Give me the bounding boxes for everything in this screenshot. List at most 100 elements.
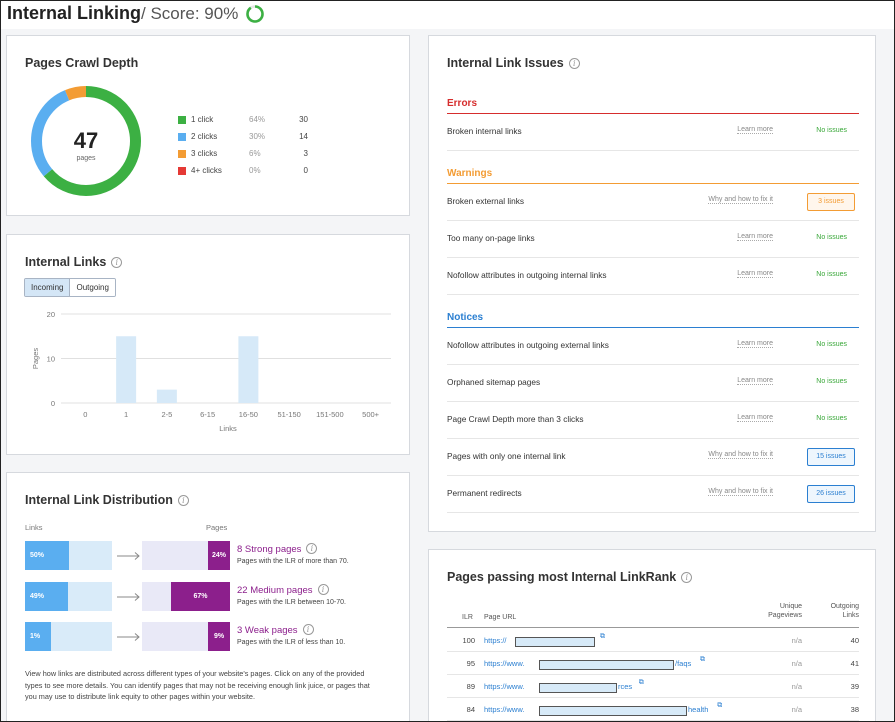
linkrank-title-text: Pages passing most Internal LinkRank: [447, 570, 677, 584]
col-views-line2: Pageviews: [768, 612, 802, 619]
redacted-url: [539, 660, 674, 670]
links-share-bar[interactable]: 49%: [25, 582, 112, 611]
issue-row[interactable]: Permanent redirects Why and how to fix i…: [447, 476, 859, 513]
links-share-bar[interactable]: 1%: [25, 622, 112, 651]
external-link-icon[interactable]: ⧉: [717, 702, 723, 709]
ilr-value: 84: [466, 705, 475, 714]
outgoing-links-value: 38: [850, 705, 859, 714]
col-outgoing-links[interactable]: Outgoing Links: [805, 602, 859, 620]
pageviews-value: n/a: [791, 705, 802, 714]
legend-count: 30: [299, 115, 308, 124]
col-views-line1: Unique: [779, 603, 802, 610]
outgoing-links-value: 41: [850, 659, 859, 668]
external-link-icon[interactable]: ⧉: [600, 633, 605, 640]
issue-help-link[interactable]: Learn more: [737, 414, 773, 422]
issue-help-link[interactable]: Learn more: [737, 233, 773, 241]
page-url-link[interactable]: https://www.: [484, 682, 525, 691]
page-group-description: Pages with the ILR between 10-70.: [237, 599, 346, 606]
page-group-link[interactable]: 8 Strong pages i: [237, 543, 318, 555]
ilr-value: 95: [466, 659, 475, 668]
issue-row[interactable]: Nofollow attributes in outgoing external…: [447, 328, 859, 365]
score-ring-icon: [246, 5, 264, 23]
pages-share-bar[interactable]: 9%: [142, 622, 230, 651]
issue-help-link[interactable]: Why and how to fix it: [708, 488, 773, 496]
pages-share-bar[interactable]: 24%: [142, 541, 230, 570]
donut-slice-2-clicks[interactable]: [31, 86, 141, 196]
x-tick-label: 0: [83, 410, 87, 419]
page-group-link[interactable]: 3 Weak pages i: [237, 624, 314, 636]
legend-swatch: [178, 167, 186, 175]
page-url-suffix[interactable]: /faqs: [675, 659, 692, 668]
links-share-bar[interactable]: 50%: [25, 541, 112, 570]
links-direction-toggle: Incoming Outgoing: [24, 278, 116, 297]
pages-share-fill: 9%: [208, 622, 230, 651]
external-link-icon[interactable]: ⧉: [638, 679, 644, 686]
info-icon[interactable]: i: [306, 543, 318, 554]
dist-links-header: Links: [25, 523, 43, 532]
issue-name: Permanent redirects: [447, 488, 522, 498]
info-icon[interactable]: i: [317, 584, 329, 595]
issue-help-link[interactable]: Why and how to fix it: [708, 196, 773, 204]
legend-percent: 6%: [249, 149, 261, 158]
external-link-icon[interactable]: ⧉: [700, 656, 705, 663]
legend-label: 2 clicks: [191, 132, 218, 141]
row-divider: [447, 720, 859, 721]
col-unique-pageviews[interactable]: Unique Pageviews: [747, 602, 802, 620]
bar[interactable]: [116, 336, 137, 403]
issues-count-badge[interactable]: 3 issues: [807, 193, 855, 211]
page-url-suffix[interactable]: rces: [618, 682, 633, 691]
info-icon[interactable]: i: [111, 257, 123, 268]
issue-row[interactable]: Nofollow attributes in outgoing internal…: [447, 258, 859, 295]
issue-row[interactable]: Orphaned sitemap pages Learn more No iss…: [447, 365, 859, 402]
col-ilr[interactable]: ILR: [462, 614, 473, 621]
page-url-suffix[interactable]: health: [688, 705, 709, 714]
page-url-link[interactable]: https://www.: [484, 659, 525, 668]
issues-card: Internal Link Issues i Errors Warnings No…: [428, 35, 876, 532]
internal-links-title-text: Internal Links: [25, 255, 107, 269]
pages-share-fill: 24%: [208, 541, 230, 570]
x-tick-label: 2-5: [161, 410, 172, 419]
ilr-value: 100: [462, 636, 475, 645]
issue-row[interactable]: Broken internal links Learn more No issu…: [447, 114, 859, 151]
internal-links-title: Internal Links i: [25, 255, 123, 269]
issue-name: Broken internal links: [447, 126, 522, 136]
crawl-depth-donut[interactable]: [31, 86, 141, 196]
info-icon[interactable]: i: [568, 58, 580, 69]
distribution-title-text: Internal Link Distribution: [25, 493, 173, 507]
page-url-link[interactable]: https://www.: [484, 705, 525, 714]
info-icon[interactable]: i: [681, 572, 693, 583]
page-url-link[interactable]: https://: [484, 636, 507, 645]
issue-name: Orphaned sitemap pages: [447, 377, 541, 387]
legend-label: 4+ clicks: [191, 166, 222, 175]
page-group-description: Pages with the ILR of more than 70.: [237, 558, 349, 565]
issue-help-link[interactable]: Learn more: [737, 126, 773, 134]
redacted-url: [539, 683, 617, 693]
donut-slice-3-clicks[interactable]: [31, 86, 141, 196]
issue-status: No issues: [816, 415, 847, 422]
pages-share-bar[interactable]: 67%: [142, 582, 230, 611]
bar[interactable]: [238, 336, 259, 403]
issue-help-link[interactable]: Learn more: [737, 270, 773, 278]
distribution-description: View how links are distributed across di…: [25, 669, 370, 701]
bar[interactable]: [156, 389, 177, 403]
linkrank-title: Pages passing most Internal LinkRank i: [447, 570, 693, 584]
issues-count-badge[interactable]: 26 issues: [807, 485, 855, 503]
issue-row[interactable]: Page Crawl Depth more than 3 clicks Lear…: [447, 402, 859, 439]
issue-row[interactable]: Too many on-page links Learn more No iss…: [447, 221, 859, 258]
tab-incoming[interactable]: Incoming: [25, 279, 70, 296]
page-group-link[interactable]: 22 Medium pages i: [237, 584, 329, 596]
col-page-url[interactable]: Page URL: [484, 614, 517, 621]
pageviews-value: n/a: [791, 682, 802, 691]
info-icon[interactable]: i: [177, 495, 189, 506]
issue-row[interactable]: Broken external links Why and how to fix…: [447, 184, 859, 221]
issue-row[interactable]: Pages with only one internal link Why an…: [447, 439, 859, 476]
info-icon[interactable]: i: [302, 624, 314, 635]
errors-heading: Errors: [447, 98, 478, 109]
tab-outgoing[interactable]: Outgoing: [69, 279, 115, 296]
links-share-value: 49%: [30, 593, 45, 600]
issue-help-link[interactable]: Learn more: [737, 377, 773, 385]
links-share-value: 50%: [30, 552, 45, 559]
issue-help-link[interactable]: Why and how to fix it: [708, 451, 773, 459]
issues-count-badge[interactable]: 15 issues: [807, 448, 855, 466]
issue-help-link[interactable]: Learn more: [737, 340, 773, 348]
